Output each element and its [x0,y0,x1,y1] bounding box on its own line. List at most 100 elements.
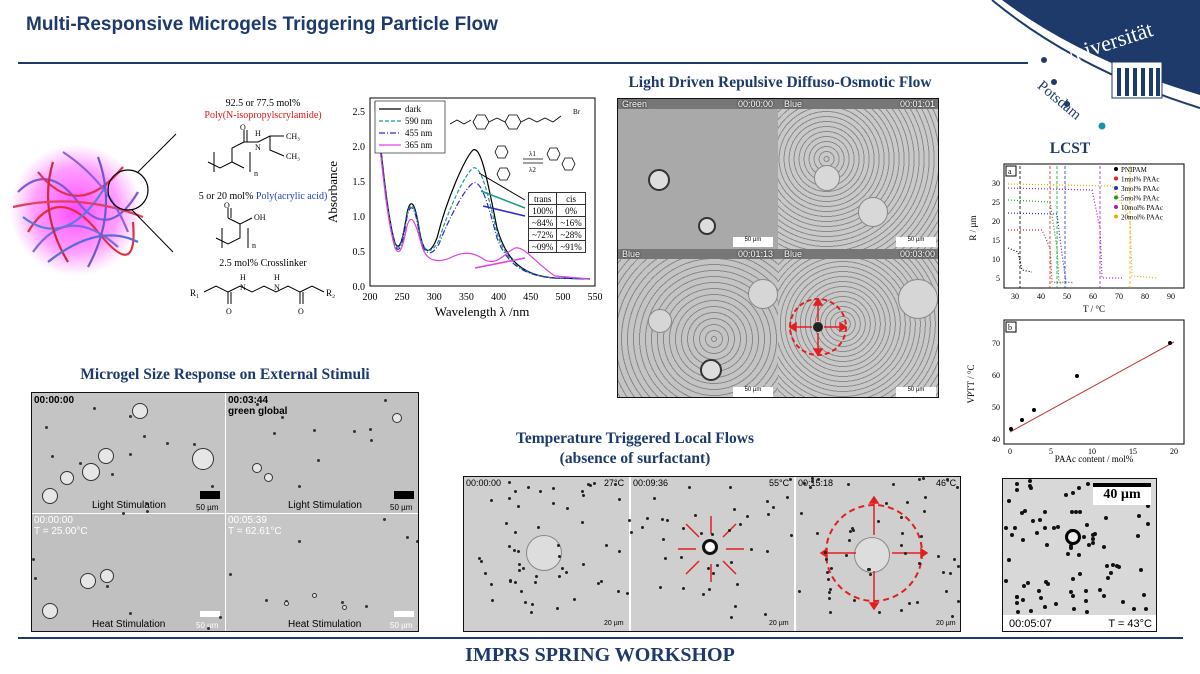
particle [899,609,903,613]
particle [1006,499,1011,504]
panel-timestamp: 00:00:00 [738,99,774,109]
footer-title: IMPRS SPRING WORKSHOP [465,644,735,666]
size-subtitle: green global [228,406,288,417]
particle [516,550,520,554]
particle [1103,516,1108,521]
particle [823,551,827,555]
particle [1030,519,1035,524]
legend-marker [1114,186,1118,190]
particle [566,507,570,511]
legend-entry: 590 nm [405,116,432,126]
size-subtitle: T = 25.00°C [34,526,88,537]
particle [749,548,753,552]
particle [1077,571,1082,576]
legend-entry: PNIPAM [1121,166,1148,174]
particle [809,485,813,489]
particle [1035,530,1040,535]
temp-reading: 55°C [769,478,790,488]
particle [551,501,555,505]
particle [1077,485,1082,490]
lcst-b-xlabel: PAAc content / mol% [1055,454,1134,464]
light-flow-panel [778,99,938,249]
particle [129,415,133,419]
particle [1027,479,1032,484]
particle [416,539,418,543]
particle [828,587,832,591]
particle [766,550,770,554]
x-tick-label: 350 [459,292,474,303]
y-tick-label: 1.5 [353,177,366,188]
particle [605,544,609,548]
particle [1043,526,1048,531]
particle [122,511,126,515]
university-logo: Universität Potsdam [991,0,1200,130]
x-tick-label: 550 [588,292,603,303]
particle [618,497,622,501]
particle [507,545,511,549]
particle [477,557,481,561]
particle [710,533,714,537]
particle [785,496,789,500]
particle [513,548,517,552]
particle [877,610,881,614]
svg-text:H: H [255,129,261,138]
legend-entry: dark [405,104,421,114]
y-tick-label: 70 [992,339,1000,348]
scheme-lambda1: λ1 [529,150,536,158]
particle [627,518,631,522]
particle [1073,510,1078,515]
size-caption: Heat Stimulation [288,619,362,630]
particle [369,439,373,443]
particle [908,602,912,606]
particle [1116,565,1121,570]
scale-label: 50 µm [390,503,413,512]
svg-text:CH₃: CH₃ [286,152,300,161]
svg-text:H: H [274,273,280,282]
paa-structure: O OH n [215,202,266,250]
particle [1076,553,1081,558]
particle [572,598,576,602]
light-flow-title: Light Driven Repulsive Diffuso-Osmotic F… [628,74,932,91]
size-panel [32,514,225,631]
x-tick-label: 80 [1141,292,1149,301]
particle [489,499,493,503]
particle [826,577,830,581]
particle [552,487,556,491]
particle [810,477,814,481]
panel-color-label: Green [622,99,648,109]
particle [535,575,539,579]
zoom-temperature: T = 43°C [1108,618,1152,630]
panel-timestamp: 00:03:00 [900,249,936,259]
particle [693,513,697,517]
particle [558,575,562,579]
svg-text:O: O [224,202,230,210]
x-tick-label: 90 [1167,292,1175,301]
particle [950,614,954,618]
particle [1021,537,1026,542]
particle [688,485,692,489]
particle [645,517,649,521]
particle [1051,526,1056,531]
page-title: Multi-Responsive Microgels Triggering Pa… [26,14,498,35]
particle [507,497,511,501]
particle [1146,521,1151,526]
lcst-a-ylabel: R / µm [968,215,978,240]
particle [941,571,945,575]
particle [680,556,684,560]
particle [128,611,132,615]
particle [662,537,666,541]
particle [830,566,834,570]
microgel-particle [82,463,100,481]
size-caption: Heat Stimulation [92,619,166,630]
particle [519,589,523,593]
table-cell: 100% [527,204,558,217]
scale-label: 20 µm [604,620,624,627]
x-tick-label: 50 [1063,292,1071,301]
particle [1015,481,1020,486]
particle [383,518,387,522]
legend-marker [1114,205,1118,209]
table-cell: ~28% [556,228,586,241]
particle [1015,488,1020,493]
azobenzene-molecule [449,114,576,181]
microgel-particle [192,448,214,470]
